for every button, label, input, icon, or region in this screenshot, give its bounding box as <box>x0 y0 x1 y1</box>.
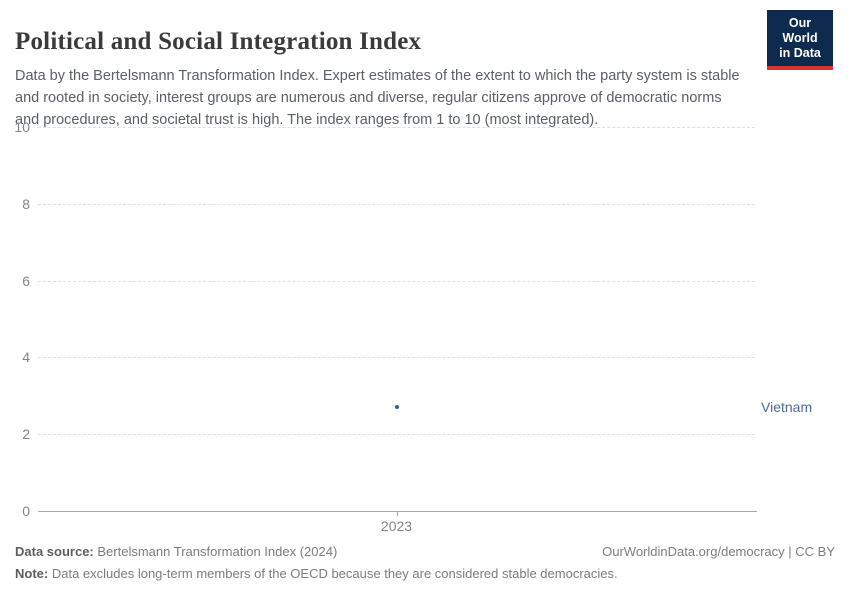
x-tick-label: 2023 <box>380 518 413 534</box>
data-source: Data source: Bertelsmann Transformation … <box>15 544 337 559</box>
y-tick-label: 0 <box>22 503 30 519</box>
x-tick-mark <box>396 511 398 516</box>
data-source-label: Data source: <box>15 544 94 559</box>
owid-logo[interactable]: Our World in Data <box>767 10 833 70</box>
chart-subtitle: Data by the Bertelsmann Transformation I… <box>15 67 740 128</box>
data-point[interactable] <box>394 405 399 410</box>
x-axis-line <box>38 511 757 512</box>
y-tick-label: 6 <box>22 272 30 289</box>
data-source-text: Bertelsmann Transformation Index (2024) <box>97 544 338 559</box>
note-label: Note: <box>15 566 49 581</box>
chart-note: Note: Data excludes long-term members of… <box>15 566 618 581</box>
gridline <box>38 203 755 205</box>
owid-logo-line1: Our World <box>782 16 818 45</box>
gridline <box>38 127 755 128</box>
y-tick-label: 8 <box>22 195 30 212</box>
y-tick-label: 4 <box>22 349 30 366</box>
owid-logo-line2: in Data <box>779 46 821 60</box>
gridline <box>38 357 755 359</box>
owid-url-link[interactable]: OurWorldinData.org/democracy | CC BY <box>602 544 835 559</box>
gridline <box>38 280 755 282</box>
y-tick-label: 10 <box>14 119 30 135</box>
y-tick-label: 2 <box>22 426 30 443</box>
note-text: Data excludes long-term members of the O… <box>51 566 618 581</box>
entity-label[interactable]: Vietnam <box>761 399 813 416</box>
page-title: Political and Social Integration Index <box>15 27 422 55</box>
gridline <box>38 434 755 436</box>
chart-footer: Data source: Bertelsmann Transformation … <box>15 544 835 559</box>
